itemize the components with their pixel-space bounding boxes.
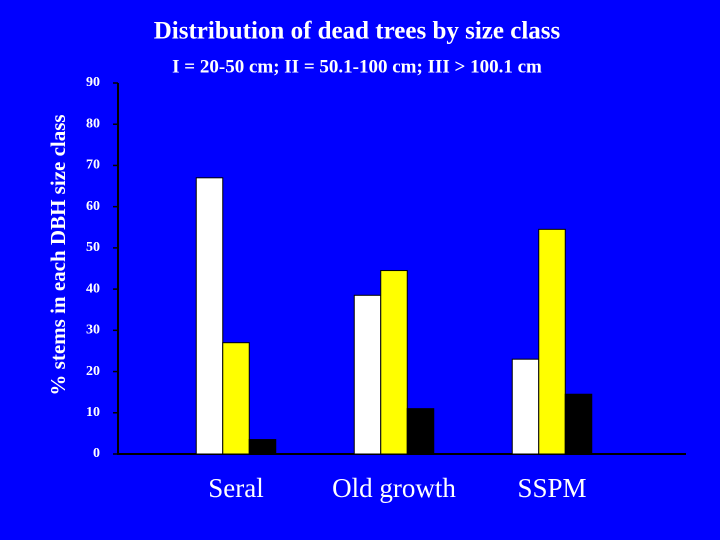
bar <box>195 177 224 455</box>
bar <box>380 270 408 455</box>
x-tick-label: Seral <box>208 473 263 503</box>
bar <box>406 408 435 455</box>
y-tick-label: 30 <box>86 323 100 338</box>
y-tick-label: 60 <box>86 199 100 214</box>
bar <box>538 228 566 455</box>
y-tick-label: 70 <box>86 158 100 173</box>
x-tick-label: Old growth <box>332 473 456 503</box>
chart-title: Distribution of dead trees by size class <box>154 18 561 45</box>
y-tick-label: 40 <box>86 281 100 296</box>
x-tick-label: SSPM <box>517 473 586 503</box>
bar <box>248 439 277 455</box>
bar <box>564 393 593 455</box>
bar <box>353 294 382 455</box>
bar <box>222 342 250 455</box>
bar <box>511 358 540 455</box>
y-axis-label: % stems in each DBH size class <box>46 114 70 395</box>
y-tick-label: 90 <box>86 75 100 90</box>
y-tick-label: 80 <box>86 116 100 131</box>
chart-subtitle: I = 20-50 cm; II = 50.1-100 cm; III > 10… <box>172 56 542 77</box>
y-tick-label: 50 <box>86 240 100 255</box>
y-tick-label: 0 <box>93 446 100 461</box>
y-tick-label: 10 <box>86 405 100 420</box>
y-tick-label: 20 <box>86 364 100 379</box>
